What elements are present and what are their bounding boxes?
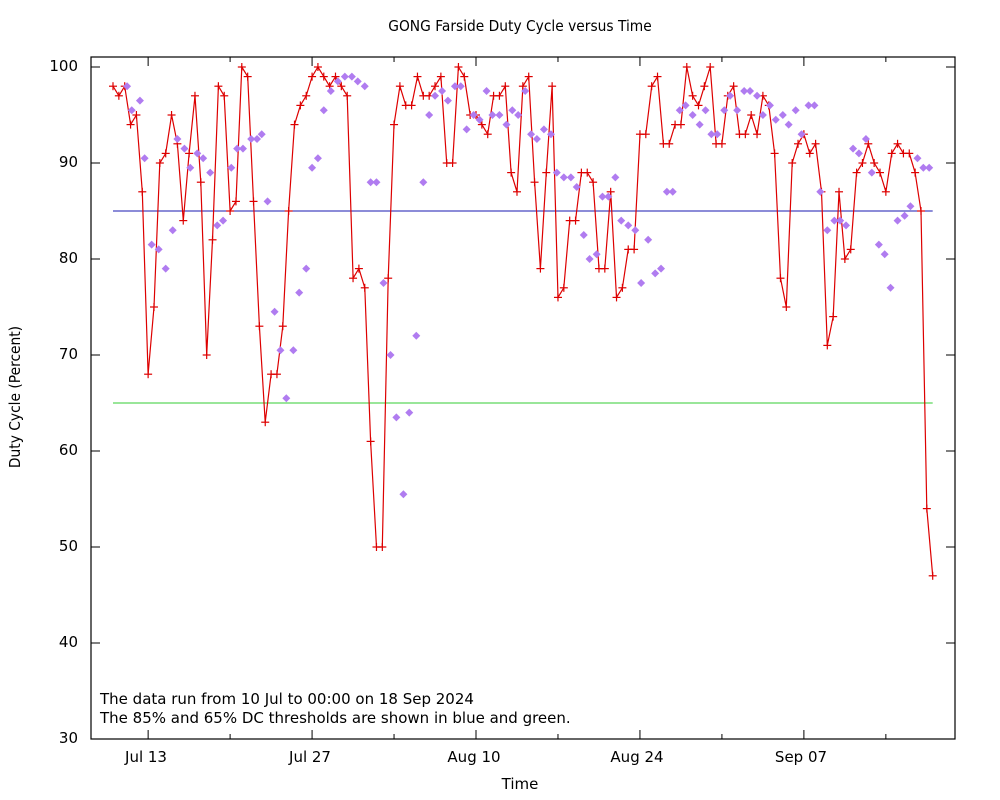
- chart-title: GONG Farside Duty Cycle versus Time: [388, 17, 652, 35]
- x-tick-jul-27: Jul 27: [289, 748, 331, 766]
- annotation-thresholds: The 85% and 65% DC thresholds are shown …: [100, 709, 571, 727]
- duty-cycle-line-series: [109, 63, 937, 580]
- y-tick-40: 40: [58, 633, 78, 651]
- y-tick-70: 70: [58, 345, 78, 363]
- x-axis-label: Time: [501, 775, 539, 793]
- y-tick-90: 90: [58, 153, 78, 171]
- x-tick-aug-24: Aug 24: [610, 748, 664, 766]
- y-tick-80: 80: [58, 249, 78, 267]
- x-tick-sep-07: Sep 07: [774, 748, 828, 766]
- x-tick-jul-13: Jul 13: [125, 748, 167, 766]
- y-axis-label: Duty Cycle (Percent): [6, 325, 24, 469]
- annotation-data-range: The data run from 10 Jul to 00:00 on 18 …: [100, 690, 474, 708]
- x-tick-aug-10: Aug 10: [447, 748, 501, 766]
- y-tick-50: 50: [58, 537, 78, 555]
- threshold-lines: [113, 210, 933, 404]
- y-tick-100: 100: [49, 57, 78, 75]
- y-tick-30: 30: [58, 729, 78, 747]
- duty-cycle-diamond-series: [123, 72, 934, 499]
- axes-frame: [90, 56, 956, 740]
- y-tick-60: 60: [58, 441, 78, 459]
